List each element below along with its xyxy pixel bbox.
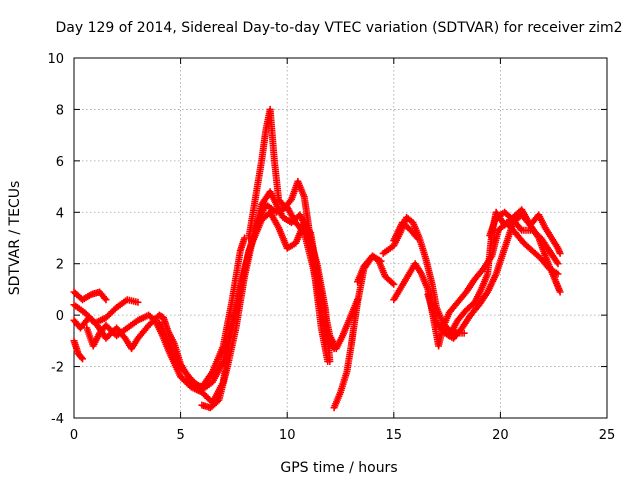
data-points	[70, 105, 564, 412]
series-track-9	[330, 252, 398, 412]
data-point	[556, 288, 564, 296]
data-point	[556, 249, 564, 257]
data-point	[390, 280, 398, 288]
x-tick-label: 10	[279, 428, 296, 443]
chart-title: Day 129 of 2014, Sidereal Day-to-day VTE…	[56, 20, 623, 36]
plot-border	[73, 57, 608, 419]
data-point	[77, 354, 85, 362]
y-tick-label: 2	[56, 258, 64, 273]
data-point	[324, 357, 332, 365]
data-point	[377, 257, 385, 265]
y-tick-label: 4	[56, 206, 64, 221]
x-tick-label: 25	[599, 428, 616, 443]
data-point	[517, 225, 525, 233]
series-track-7	[198, 188, 334, 412]
series-track-15	[445, 206, 564, 340]
series-track-4	[70, 337, 87, 363]
plot-frame	[73, 57, 608, 419]
x-tick-label: 15	[386, 428, 403, 443]
series-track-10	[354, 252, 385, 286]
y-tick-label: 0	[56, 309, 64, 324]
x-tick-label: 0	[70, 428, 78, 443]
data-point	[413, 234, 421, 242]
series-track-8	[245, 105, 332, 365]
data-point	[79, 355, 87, 363]
y-tick-label: -2	[51, 361, 64, 376]
y-tick-label: -4	[51, 412, 64, 427]
y-tick-label: 10	[47, 52, 64, 67]
data-point	[388, 279, 396, 287]
data-point	[554, 260, 562, 268]
data-point	[102, 296, 110, 304]
series-track-3	[70, 234, 249, 391]
y-tick-label: 8	[56, 103, 64, 118]
y-tick-label: 6	[56, 155, 64, 170]
series-track-12	[390, 219, 421, 245]
x-tick-label: 20	[492, 428, 509, 443]
grid	[74, 58, 607, 418]
tick-labels: 0 5 10 15 20 25 -4 -2 0 2 4 6 8 10	[47, 52, 615, 443]
data-point	[134, 298, 142, 306]
series-track-1	[70, 288, 110, 304]
x-axis-label: GPS time / hours	[280, 460, 397, 476]
x-tick-label: 5	[176, 428, 184, 443]
y-axis-label: SDTVAR / TECUs	[7, 181, 23, 296]
series-track-16	[486, 208, 562, 268]
